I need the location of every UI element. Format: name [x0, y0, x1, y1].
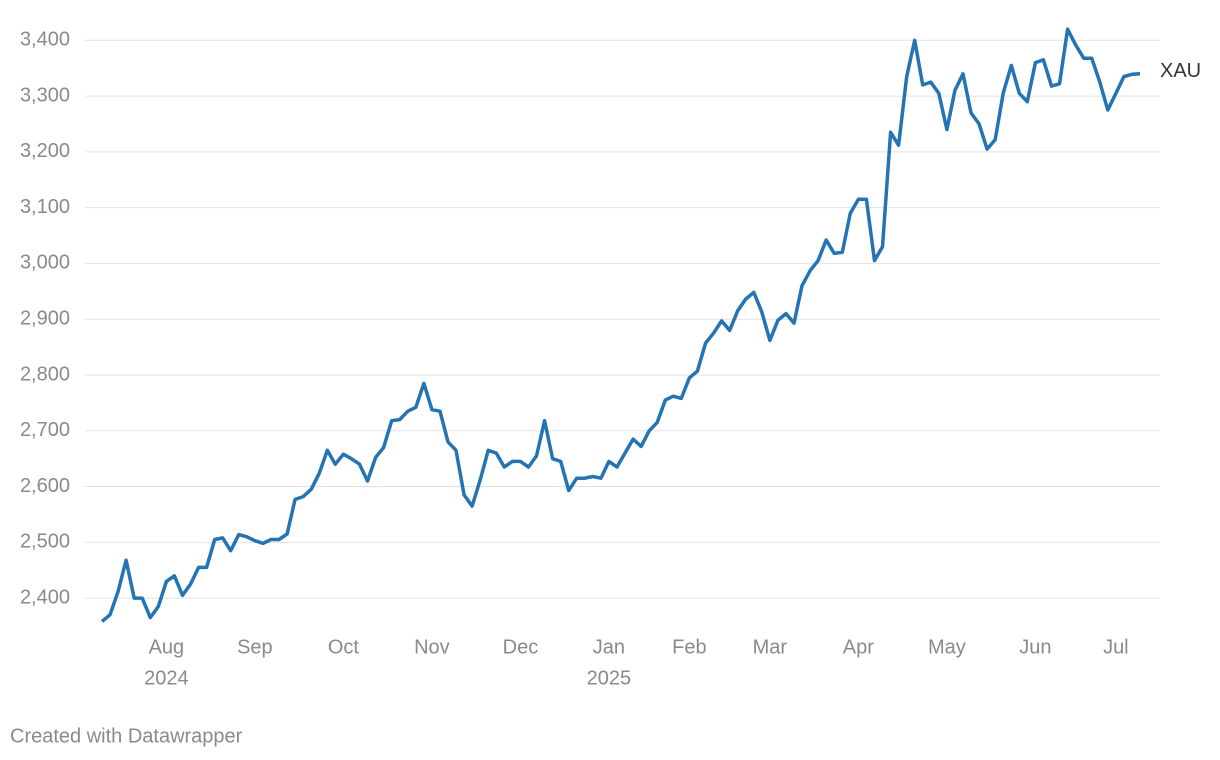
- x-tick-label: Jun: [1019, 636, 1051, 658]
- y-tick-label: 2,800: [20, 363, 70, 385]
- y-tick-label: 3,100: [20, 196, 70, 218]
- x-tick-year: 2024: [144, 667, 189, 689]
- y-tick-label: 2,500: [20, 531, 70, 553]
- y-tick-label: 3,000: [20, 252, 70, 274]
- x-tick-label: Feb: [672, 636, 706, 658]
- y-tick-label: 3,200: [20, 140, 70, 162]
- x-tick-label: Nov: [414, 636, 450, 658]
- x-tick-label: Dec: [503, 636, 539, 658]
- x-tick-label: Apr: [843, 636, 874, 658]
- y-tick-label: 3,400: [20, 29, 70, 51]
- x-tick-label: Jul: [1103, 636, 1129, 658]
- y-tick-label: 3,300: [20, 84, 70, 106]
- y-tick-label: 2,600: [20, 475, 70, 497]
- line: [100, 27, 1141, 623]
- y-tick-label: 2,400: [20, 586, 70, 608]
- x-tick-label: Mar: [753, 636, 788, 658]
- x-tick-year: 2025: [587, 667, 632, 689]
- y-tick-label: 2,700: [20, 419, 70, 441]
- credit: Created with Datawrapper: [10, 725, 243, 747]
- x-tick-label: Aug: [149, 636, 185, 658]
- x-tick-label: Jan: [593, 636, 625, 658]
- series-label: XAU: [1160, 60, 1201, 82]
- x-tick-label: May: [928, 636, 966, 658]
- y-tick-label: 2,900: [20, 307, 70, 329]
- x-tick-label: Oct: [328, 636, 360, 658]
- x-tick-label: Sep: [237, 636, 273, 658]
